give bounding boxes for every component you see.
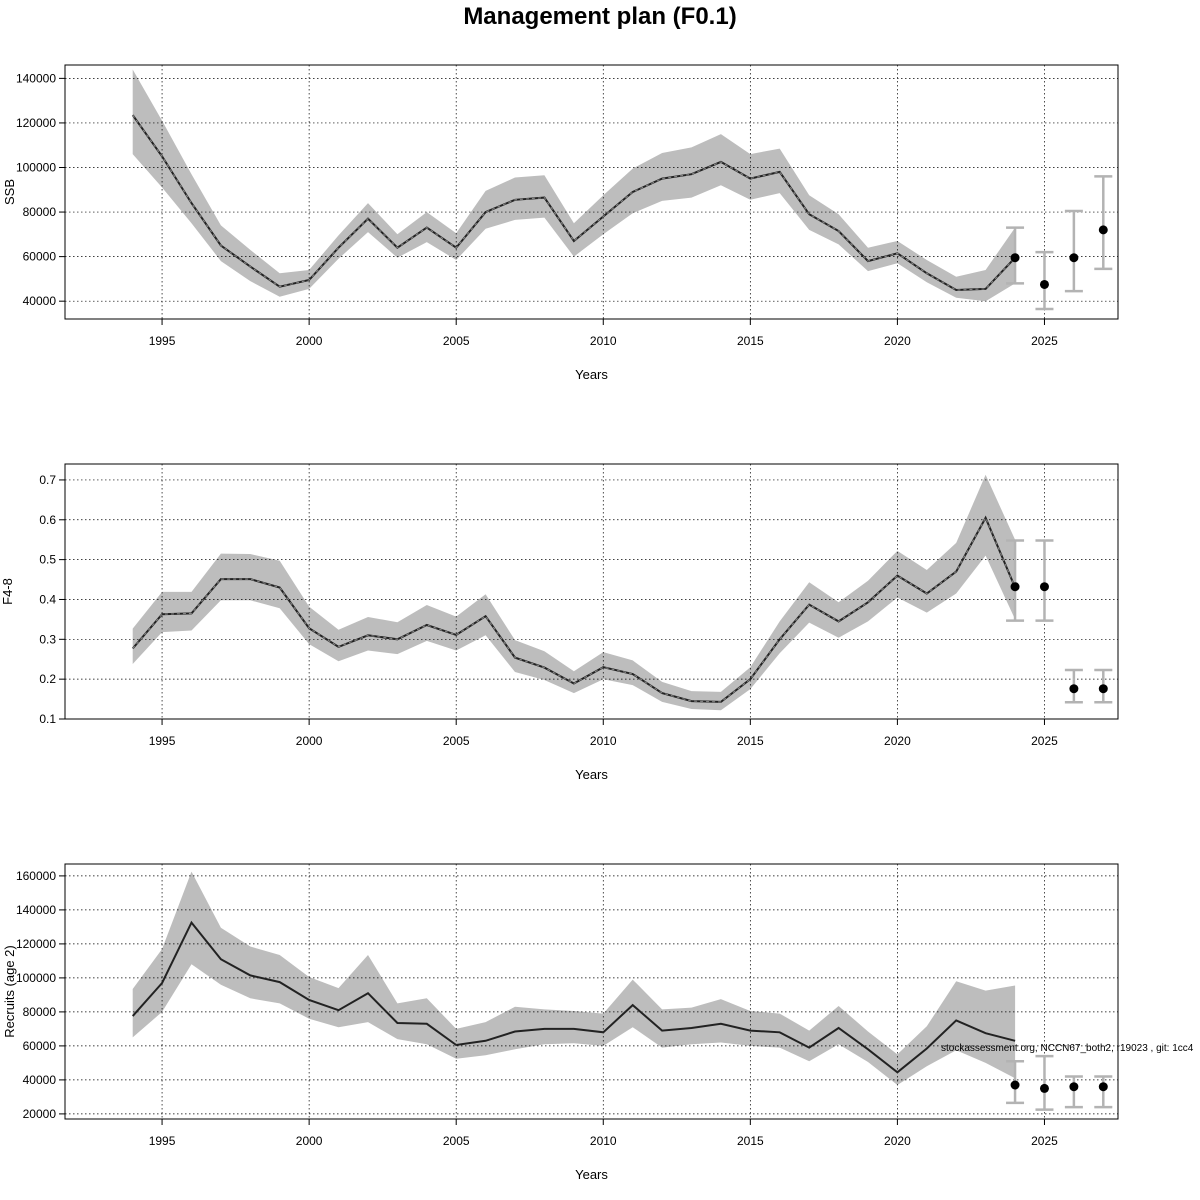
estimate-line-dashes bbox=[132, 516, 1016, 703]
grid-lines bbox=[65, 864, 1118, 1119]
x-tick-label: 2010 bbox=[590, 1134, 617, 1148]
x-axis-label: Years bbox=[575, 1167, 608, 1182]
x-tick-label: 1995 bbox=[149, 734, 176, 748]
x-tick-label: 2005 bbox=[443, 734, 470, 748]
x-tick-label: 2025 bbox=[1031, 1134, 1058, 1148]
forecast-point bbox=[1098, 1082, 1108, 1092]
x-tick-label: 2025 bbox=[1031, 334, 1058, 348]
x-tick-label: 2020 bbox=[884, 334, 911, 348]
estimate-line bbox=[131, 920, 1016, 1074]
forecast-point bbox=[1039, 582, 1049, 592]
forecast-point bbox=[1039, 1083, 1049, 1093]
y-tick-label: 40000 bbox=[23, 1073, 57, 1087]
forecast-point bbox=[1010, 582, 1020, 592]
y-axis-label: Recruits (age 2) bbox=[2, 945, 17, 1037]
forecast-errorbar bbox=[1035, 1054, 1054, 1111]
forecast-point bbox=[1069, 253, 1079, 263]
plot-frame bbox=[64, 863, 1119, 1120]
forecast-errorbar bbox=[1094, 175, 1113, 271]
forecast-errorbar bbox=[1035, 539, 1054, 622]
y-tick-label: 40000 bbox=[23, 294, 57, 308]
y-tick-label: 120000 bbox=[16, 937, 56, 951]
x-tick-label: 2025 bbox=[1031, 734, 1058, 748]
y-tick-label: 60000 bbox=[23, 1039, 57, 1053]
y-tick-label: 80000 bbox=[23, 205, 57, 219]
y-tick-label: 100000 bbox=[16, 160, 56, 174]
confidence-band bbox=[132, 474, 1016, 711]
forecast-point bbox=[1039, 279, 1049, 289]
forecast-errorbar bbox=[1064, 1075, 1083, 1109]
x-axis-label: Years bbox=[575, 767, 608, 782]
forecast-errorbar bbox=[1064, 209, 1083, 293]
watermark-text: stockassessment.org, NCCN67_both2, r1902… bbox=[941, 1043, 1194, 1054]
y-tick-label: 140000 bbox=[16, 903, 56, 917]
forecast-point bbox=[1098, 225, 1108, 235]
confidence-band bbox=[132, 871, 1016, 1085]
y-axis-label: F4-8 bbox=[0, 578, 15, 605]
y-axis-label: SSB bbox=[2, 179, 17, 205]
x-tick-label: 2020 bbox=[884, 1134, 911, 1148]
y-tick-label: 80000 bbox=[23, 1005, 57, 1019]
x-tick-label: 2005 bbox=[443, 334, 470, 348]
y-tick-label: 0.4 bbox=[39, 592, 56, 606]
confidence-band bbox=[132, 69, 1016, 302]
x-tick-label: 2005 bbox=[443, 1134, 470, 1148]
panel-recruits: 1995 2000 2005 2010 2015 2020 2025 20000 40000 60… bbox=[2, 863, 1119, 1182]
x-tick-label: 2015 bbox=[737, 334, 764, 348]
y-tick-label: 0.1 bbox=[39, 712, 56, 726]
forecast-point bbox=[1010, 1080, 1020, 1090]
x-tick-label: 2015 bbox=[737, 1134, 764, 1148]
x-tick-label: 2010 bbox=[590, 734, 617, 748]
x-tick-label: 1995 bbox=[149, 1134, 176, 1148]
x-tick-label: 2000 bbox=[296, 334, 323, 348]
y-tick-label: 20000 bbox=[23, 1107, 57, 1121]
plot-frame bbox=[64, 463, 1119, 720]
forecast-point bbox=[1098, 684, 1108, 694]
forecast-point bbox=[1010, 253, 1020, 263]
y-tick-label: 0.2 bbox=[39, 672, 56, 686]
x-tick-label: 2015 bbox=[737, 734, 764, 748]
panels: 1995 2000 2005 2010 2015 2020 2025 40000 60000 80… bbox=[0, 64, 1119, 1182]
plot-frame bbox=[64, 64, 1119, 320]
y-tick-label: 120000 bbox=[16, 116, 56, 130]
y-tick-label: 140000 bbox=[16, 71, 56, 85]
x-tick-label: 2010 bbox=[590, 334, 617, 348]
x-tick-label: 2020 bbox=[884, 734, 911, 748]
x-tick-label: 2000 bbox=[296, 1134, 323, 1148]
forecast-errorbar bbox=[1094, 1075, 1113, 1109]
panel-ssb: 1995 2000 2005 2010 2015 2020 2025 40000 60000 80… bbox=[2, 64, 1119, 382]
x-tick-label: 1995 bbox=[149, 334, 176, 348]
y-tick-label: 0.6 bbox=[39, 513, 56, 527]
y-tick-label: 160000 bbox=[16, 869, 56, 883]
y-tick-label: 100000 bbox=[16, 971, 56, 985]
y-tick-label: 0.5 bbox=[39, 553, 56, 567]
grid-lines bbox=[65, 65, 1118, 319]
forecast-errorbar bbox=[1006, 539, 1025, 622]
y-tick-label: 0.7 bbox=[39, 473, 56, 487]
x-tick-label: 2000 bbox=[296, 734, 323, 748]
forecast-point bbox=[1069, 1082, 1079, 1092]
forecast-point bbox=[1069, 684, 1079, 694]
panel-fbar: 1995 2000 2005 2010 2015 2020 2025 0.1 0.2 0.3 0.4… bbox=[0, 463, 1119, 782]
estimate-line-dashes bbox=[132, 114, 1016, 291]
y-tick-label: 0.3 bbox=[39, 632, 56, 646]
x-axis-label: Years bbox=[575, 367, 608, 382]
y-tick-label: 60000 bbox=[23, 250, 57, 264]
figure-title: Management plan (F0.1) bbox=[463, 3, 736, 30]
